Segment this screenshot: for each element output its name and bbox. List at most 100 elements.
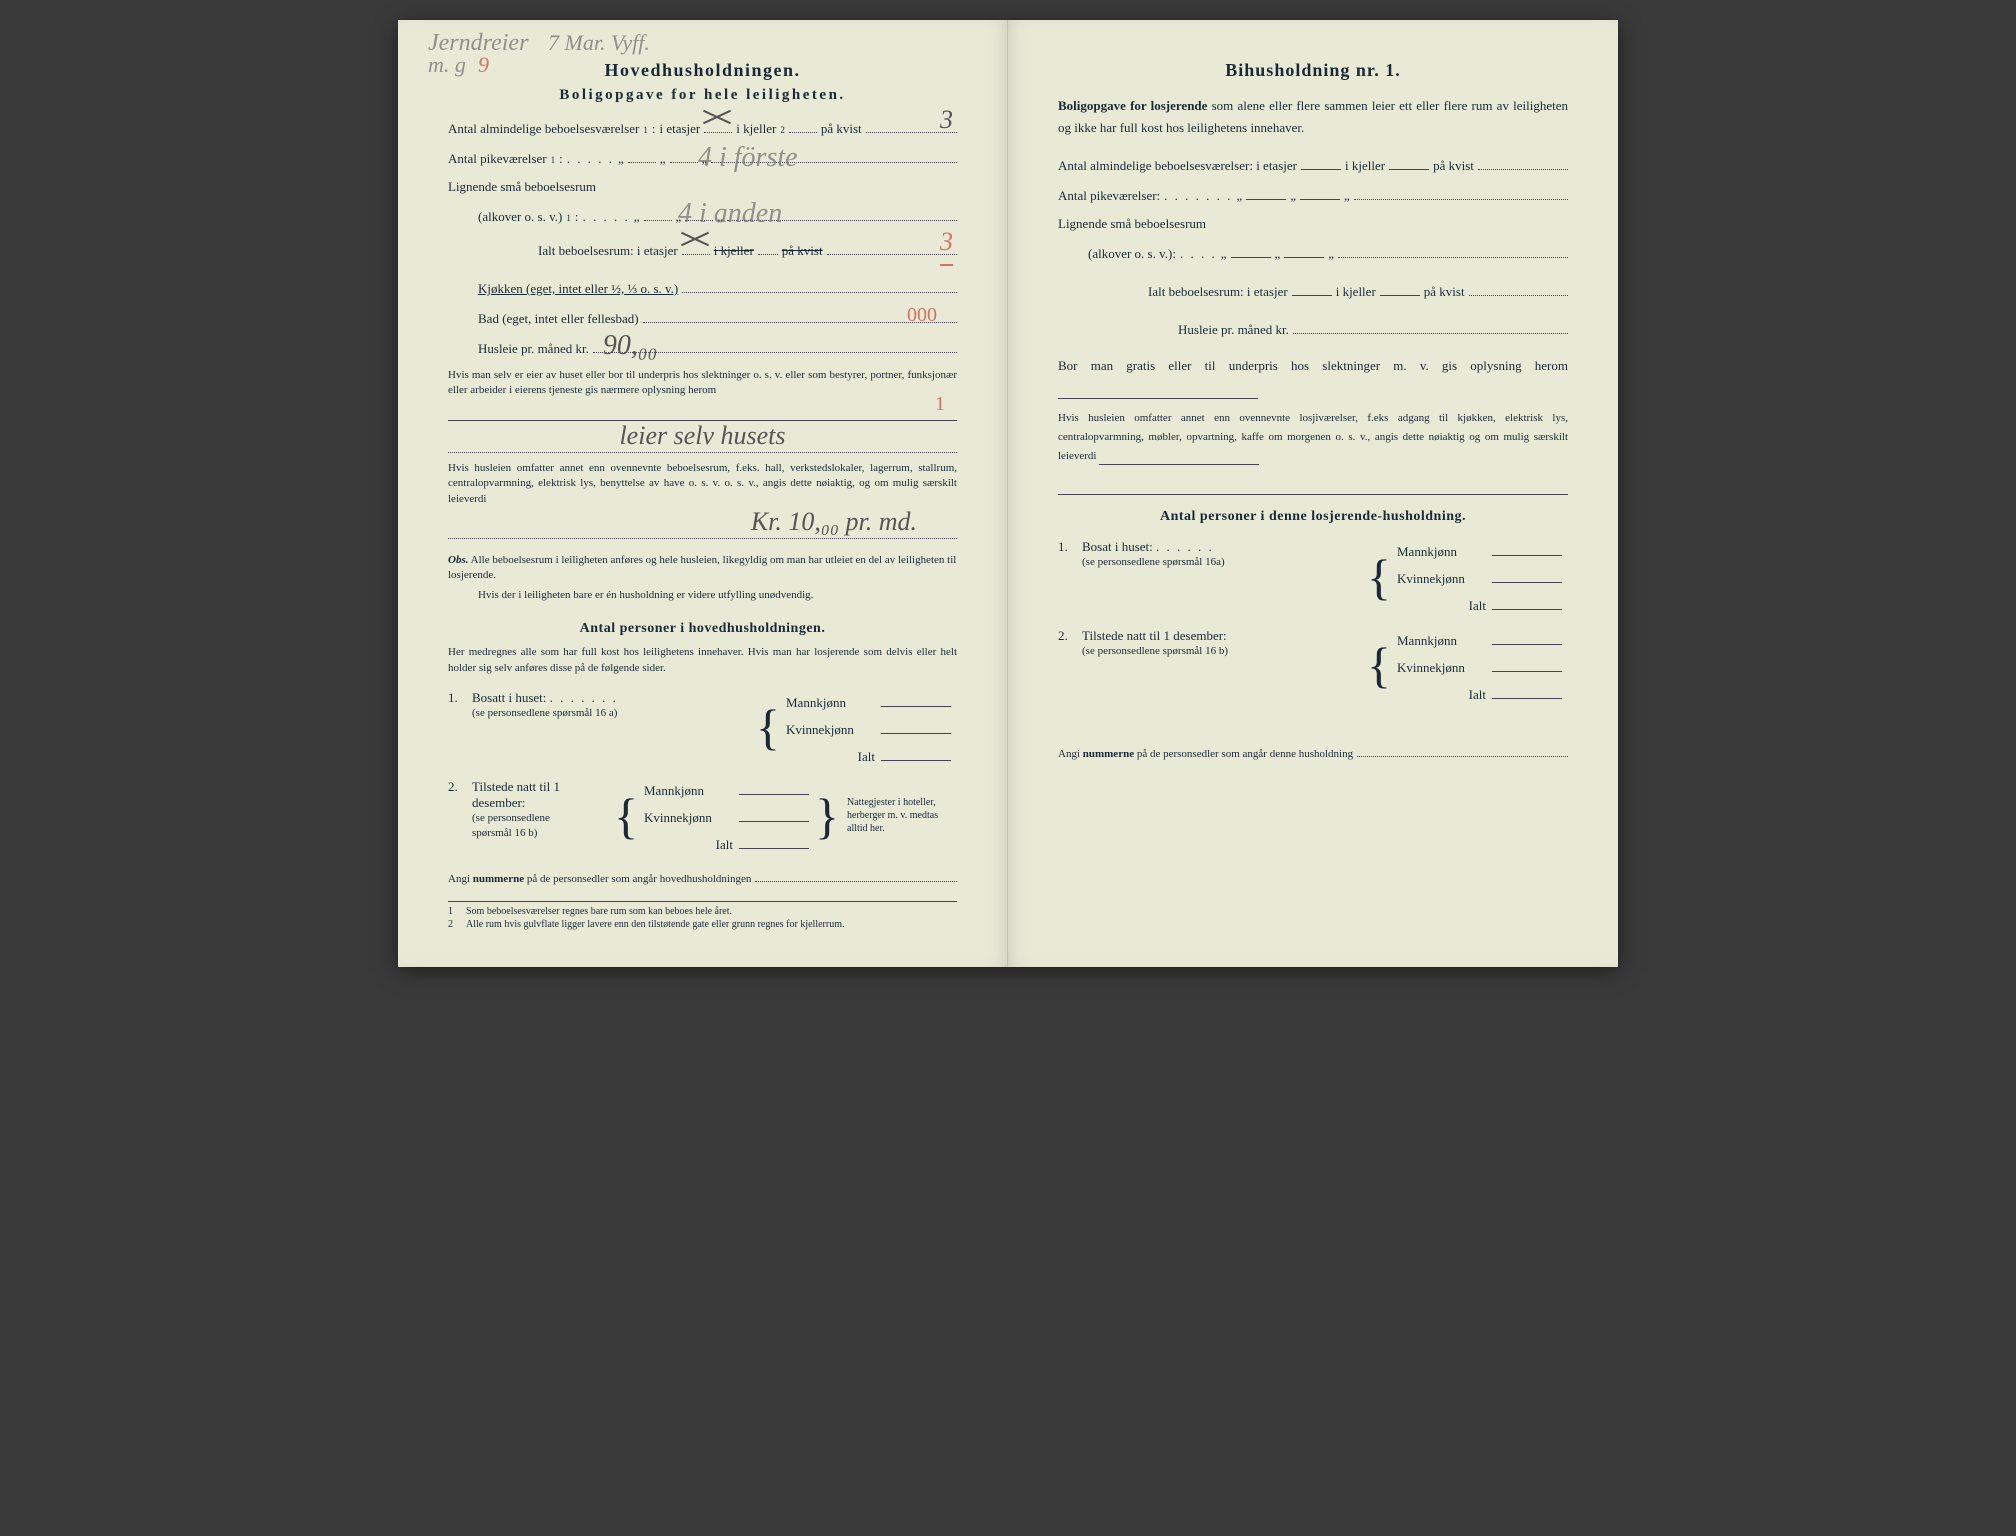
bracket-icon: }: [815, 796, 839, 836]
blank: [1389, 153, 1429, 170]
kvist-strike: på kvist: [782, 240, 823, 262]
kvinne: Kvinnekjønn: [644, 810, 739, 826]
number: 1.: [1058, 539, 1082, 555]
blank: [682, 276, 957, 293]
label: Kjøkken (eget, intet eller ½, ⅓ o. s. v.…: [478, 278, 678, 300]
blank: [755, 867, 957, 881]
number: 2.: [1058, 628, 1082, 644]
footnote-ref: 1: [643, 123, 648, 138]
blank: [1492, 539, 1562, 556]
blank: [1231, 241, 1271, 258]
gratis-para: Bor man gratis eller til underpris hos s…: [1058, 355, 1568, 399]
label: Lignende små beboelsesrum: [1058, 216, 1206, 231]
colon: :: [559, 148, 563, 170]
right-title: Bihusholdning nr. 1.: [1058, 60, 1568, 81]
angi-pre: Angi: [1058, 748, 1083, 760]
blank: [1284, 241, 1324, 258]
section-title: Antal personer i hovedhusholdningen.: [448, 621, 957, 637]
blank: [711, 146, 957, 163]
q2-sub: (se personsedlene spørsmål 16 b): [1082, 644, 1337, 659]
kvinne: Kvinnekjønn: [1397, 571, 1492, 587]
r-angi-line: Angi nummerne på de personsedler som ang…: [1058, 743, 1568, 763]
blank: [1478, 153, 1568, 170]
blank: [1301, 153, 1341, 170]
blank: [1246, 183, 1286, 200]
label: Lignende små beboelsesrum: [448, 179, 596, 194]
r-question-1: 1. Bosat i huset: . . . . . . (se person…: [1058, 539, 1568, 614]
bracket-icon: {: [614, 796, 638, 836]
obs-block: Obs. Alle beboelsesrum i leiligheten anf…: [448, 553, 957, 603]
blank: [1099, 451, 1259, 465]
blank: [1058, 383, 1258, 400]
mann: Mannkjønn: [644, 783, 739, 799]
kvist-blank: 3: [827, 238, 957, 255]
blank: [1338, 241, 1568, 258]
fn-num: 1: [448, 906, 460, 917]
blank: [881, 744, 951, 761]
text: Bor man gratis eller til underpris hos s…: [1058, 358, 1568, 373]
dots: . . . . .: [582, 206, 629, 228]
kvist-label: på kvist: [821, 118, 862, 140]
q2-label: Tilstede natt til 1 desember:: [1082, 628, 1227, 643]
ialt: Ialt: [716, 837, 733, 853]
ditto: „: [1275, 243, 1281, 265]
line-bad: Bad (eget, intet eller fellesbad) 000: [478, 306, 957, 330]
blank: [1492, 655, 1562, 672]
label: Antal almindelige beboelsesværelser: [448, 118, 639, 140]
r-line1: Antal almindelige beboelsesværelser: i e…: [1058, 153, 1568, 177]
side-note: Nattegjester i hoteller, herberger m. v.…: [847, 796, 957, 835]
r-line3-label: Lignende små beboelsesrum: [1058, 213, 1568, 235]
blank: [670, 146, 698, 163]
line-ialt-beboelsesrum: Ialt beboelsesrum: i etasjer i kjeller p…: [538, 238, 957, 262]
bracket-group: { Mannkjønn Kvinnekjønn Ialt: [1367, 539, 1568, 614]
kjeller: i kjeller: [1336, 281, 1376, 303]
blank: [739, 779, 809, 796]
obs-label: Obs.: [448, 554, 468, 566]
question-1: 1. Bosatt i huset: . . . . . . . (se per…: [448, 690, 957, 765]
line-husleie: Husleie pr. måned kr. 90,₀₀: [478, 336, 957, 360]
kjeller-strike: i kjeller: [714, 240, 754, 262]
dots: . . . . . . .: [550, 690, 618, 705]
ialt: Ialt: [1469, 687, 1486, 703]
mann: Mannkjønn: [1397, 544, 1492, 560]
ditto: „: [1236, 185, 1242, 207]
r-section-title: Antal personer i denne losjerende-hushol…: [1058, 509, 1568, 525]
blank: [628, 146, 656, 163]
line-alkover: (alkover o. s. v.)1: . . . . . „ „ „ 4 i…: [478, 204, 957, 228]
label: Bad (eget, intet eller fellesbad): [478, 308, 639, 330]
obs-text2: Hvis der i leiligheten bare er én hushol…: [478, 588, 957, 603]
kvist: på kvist: [1424, 281, 1465, 303]
fn1: Som beboelsesværelser regnes bare rum so…: [466, 906, 732, 917]
section-note: Her medregnes alle som har full kost hos…: [448, 645, 957, 676]
line-alkover-label: Lignende små beboelsesrum: [448, 176, 957, 198]
angi-bold: nummerne: [473, 873, 524, 885]
bracket-icon: {: [1367, 645, 1391, 685]
label: Husleie pr. måned kr.: [478, 338, 589, 360]
label: Antal almindelige beboelsesværelser: i e…: [1058, 155, 1297, 177]
number: 1.: [448, 690, 472, 706]
document-spread: Jerndreier m. g 7 Mar. Vyff. 9 Hovedhush…: [398, 20, 1618, 967]
label: Antal pikeværelser: [448, 148, 547, 170]
etasjer-blank: [704, 116, 732, 133]
label: Husleie pr. måned kr.: [1178, 319, 1289, 341]
left-page: Jerndreier m. g 7 Mar. Vyff. 9 Hovedhush…: [398, 20, 1008, 967]
etasjer-label: i etasjer: [659, 118, 700, 140]
q1-label: Bosatt i huset:: [472, 690, 546, 705]
eier-note: Hvis man selv er eier av huset eller bor…: [448, 368, 957, 399]
subtitle: Boligopgave for hele leiligheten.: [448, 87, 957, 104]
ditto: „: [702, 148, 708, 170]
eier-fill-block: 1 leier selv husets: [448, 399, 957, 453]
blank: [1292, 279, 1332, 296]
blank: [1293, 317, 1568, 334]
colon: :: [575, 206, 579, 228]
blank: [644, 204, 672, 221]
intro-para: Boligopgave for losjerende som alene ell…: [1058, 95, 1568, 139]
kvinne: Kvinnekjønn: [786, 722, 881, 738]
cross-mark: [702, 104, 732, 128]
blank: [1492, 566, 1562, 583]
fn2: Alle rum hvis gulvflate ligger lavere en…: [466, 919, 844, 930]
q2-sub: (se personsedlene spørsmål 16 b): [472, 811, 584, 842]
blank: [881, 690, 951, 707]
blank: [1469, 279, 1568, 296]
label: Antal pikeværelser:: [1058, 185, 1160, 207]
